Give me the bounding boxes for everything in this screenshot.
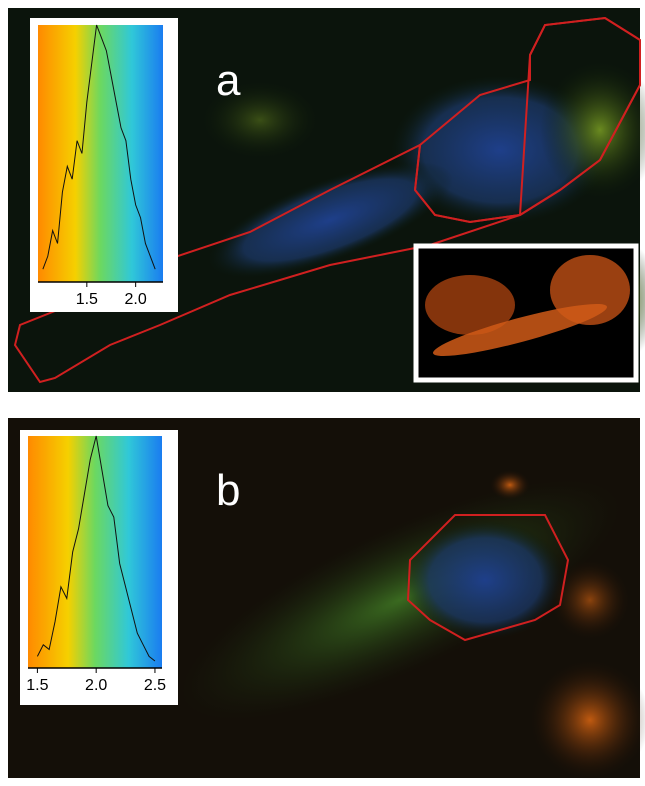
histogram-line bbox=[36, 435, 156, 662]
x-tick-label: 2.5 bbox=[144, 677, 166, 694]
x-tick-label: 1.5 bbox=[26, 677, 48, 694]
x-tick-label: 1.5 bbox=[76, 291, 98, 308]
colorbar bbox=[38, 25, 163, 282]
image-a bbox=[8, 8, 645, 392]
histogram-line bbox=[42, 24, 156, 270]
panel-label: a bbox=[216, 56, 241, 105]
inset-image bbox=[413, 243, 639, 383]
x-tick-label: 2.0 bbox=[85, 677, 107, 694]
panel-label: b bbox=[216, 466, 240, 515]
x-tick-label: 2.0 bbox=[125, 291, 147, 308]
colorbar bbox=[28, 436, 162, 668]
